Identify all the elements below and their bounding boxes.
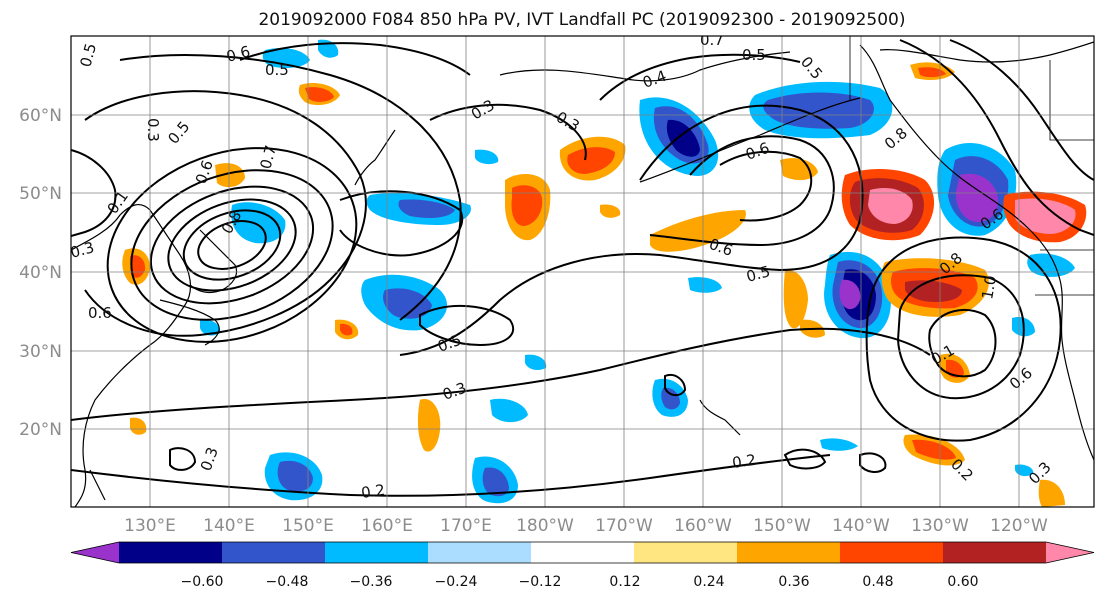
contour-label: 0.3 — [144, 118, 162, 142]
contour-label: 0.7 — [700, 31, 724, 49]
contour-label: 0.2 — [731, 451, 757, 472]
colorbar-tick-label: 0.24 — [693, 574, 724, 590]
colorbar-tick-label: 0.12 — [609, 574, 640, 590]
map-panel: 0.5 0.6 0.5 0.7 0.5 0.5 0.4 0.3 0.3 0.3 … — [19, 31, 1095, 536]
colorbar-swatch — [737, 542, 841, 563]
lon-label: 120°W — [990, 516, 1048, 536]
lon-label: 170°E — [440, 516, 492, 536]
lon-label: 160°E — [361, 516, 413, 536]
contour-label: 0.6 — [224, 42, 252, 66]
borders — [849, 36, 1094, 296]
longitude-labels: 130°E 140°E 150°E 160°E 170°E 180°W 170°… — [124, 516, 1048, 536]
colorbar-swatch — [428, 542, 532, 563]
colorbar-swatch — [119, 542, 223, 563]
lon-label: 130°W — [911, 516, 969, 536]
contour-label: 0.2 — [360, 481, 386, 502]
colorbar: −0.60 −0.48 −0.36 −0.24 −0.12 0.12 0.24 … — [70, 541, 1095, 590]
lat-label: 40°N — [19, 263, 62, 283]
contour-label: 0.5 — [76, 41, 100, 69]
contours — [71, 39, 1094, 497]
colorbar-tick-label: −0.60 — [181, 574, 224, 590]
lat-label: 60°N — [19, 106, 62, 126]
figure-title: 2019092000 F084 850 hPa PV, IVT Landfall… — [258, 10, 905, 30]
contour-label: 1.0 — [978, 274, 1000, 301]
colorbar-swatch — [325, 542, 429, 563]
lon-label: 170°W — [595, 516, 653, 536]
contour-label: 0.5 — [742, 46, 766, 64]
colorbar-swatch — [634, 542, 738, 563]
colorbar-swatch — [943, 542, 1047, 563]
colorbar-swatch — [71, 542, 119, 563]
colorbar-tick-label: −0.12 — [519, 574, 562, 590]
lon-label: 150°W — [753, 516, 811, 536]
lon-label: 180°W — [516, 516, 574, 536]
colorbar-swatch — [531, 542, 635, 563]
colorbar-tick-label: −0.48 — [266, 574, 309, 590]
contour-label: 0.5 — [744, 262, 772, 286]
contour-label: 0.5 — [265, 61, 289, 79]
colorbar-swatch — [840, 542, 944, 563]
colorbar-tick-label: −0.24 — [435, 574, 478, 590]
positive-shading — [122, 62, 1087, 507]
colorbar-tick-label: 0.60 — [947, 574, 978, 590]
lat-label: 50°N — [19, 184, 62, 204]
colorbar-ticks: −0.60 −0.48 −0.36 −0.24 −0.12 0.12 0.24 … — [181, 574, 979, 590]
gridlines — [71, 36, 1094, 507]
colorbar-swatches — [70, 541, 1095, 564]
colorbar-swatch — [222, 542, 326, 563]
lon-label: 140°W — [832, 516, 890, 536]
colorbar-tick-label: −0.36 — [350, 574, 393, 590]
lon-label: 140°E — [203, 516, 255, 536]
lat-label: 30°N — [19, 342, 62, 362]
contour-label: 0.3 — [68, 238, 96, 262]
latitude-labels: 60°N 50°N 40°N 30°N 20°N — [19, 106, 62, 440]
contour-label: 0.6 — [88, 304, 112, 322]
lon-label: 150°E — [282, 516, 334, 536]
colorbar-tick-label: 0.48 — [862, 574, 893, 590]
contour-label: 0.7 — [256, 143, 280, 171]
lat-label: 20°N — [19, 420, 62, 440]
lon-label: 130°E — [124, 516, 176, 536]
colorbar-swatch — [1046, 542, 1094, 563]
colorbar-tick-label: 0.36 — [778, 574, 809, 590]
map-frame — [70, 35, 1095, 508]
lon-label: 160°W — [674, 516, 732, 536]
colorbar-outline — [70, 541, 1095, 564]
